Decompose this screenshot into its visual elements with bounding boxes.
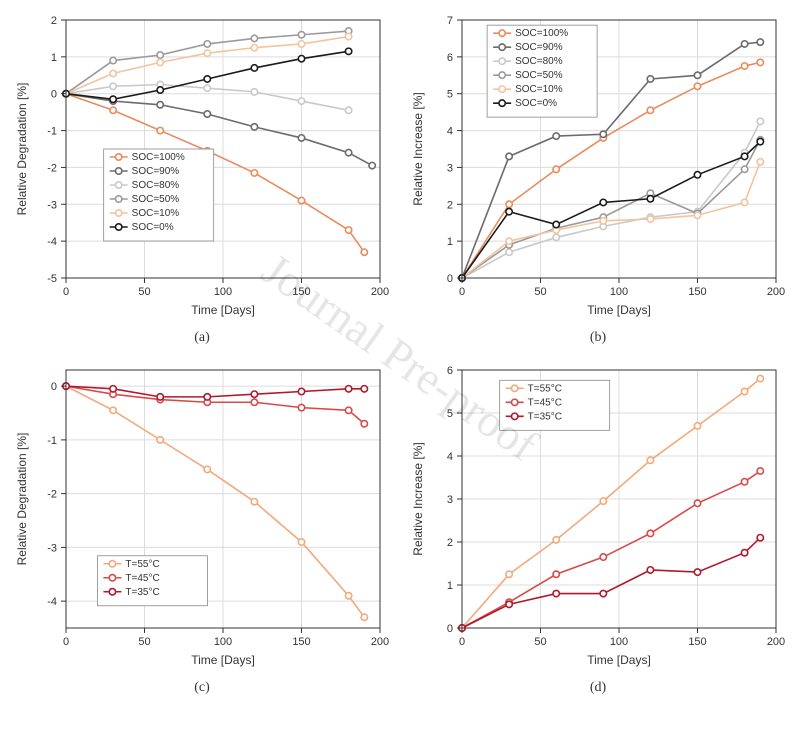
svg-text:3: 3 [447, 494, 453, 506]
svg-text:100: 100 [610, 636, 628, 648]
svg-text:SOC=0%: SOC=0% [132, 222, 174, 233]
svg-text:150: 150 [688, 286, 706, 298]
svg-text:T=35°C: T=35°C [125, 587, 159, 598]
svg-text:SOC=100%: SOC=100% [132, 152, 185, 163]
svg-text:-4: -4 [47, 236, 57, 248]
svg-text:0: 0 [51, 89, 57, 101]
svg-text:100: 100 [610, 286, 628, 298]
svg-text:0: 0 [51, 381, 57, 393]
legend: T=55°C T=45°C T=35°C [97, 556, 207, 606]
svg-text:T=55°C: T=55°C [125, 559, 159, 570]
svg-text:Relative Increase [%]: Relative Increase [%] [411, 442, 425, 555]
svg-text:-3: -3 [47, 542, 57, 554]
svg-text:0: 0 [63, 636, 69, 648]
svg-text:3: 3 [447, 162, 453, 174]
svg-text:SOC=10%: SOC=10% [515, 84, 563, 95]
panel-b: 0 50 100 150 200 0 1 2 3 4 5 6 7 Time [Days] Relative … [406, 10, 790, 320]
svg-text:4: 4 [447, 126, 453, 138]
svg-text:Time [Days]: Time [Days] [587, 653, 651, 667]
svg-text:SOC=80%: SOC=80% [515, 56, 563, 67]
caption-d: (d) [406, 676, 790, 704]
svg-text:50: 50 [138, 286, 150, 298]
caption-c: (c) [10, 676, 394, 704]
svg-text:7: 7 [447, 15, 453, 27]
svg-text:2: 2 [447, 537, 453, 549]
panel-a: 0 50 100 150 200 -5 -4 -3 -2 -1 0 1 2 Time [Days] Rela… [10, 10, 394, 320]
svg-text:100: 100 [214, 286, 232, 298]
svg-text:150: 150 [688, 636, 706, 648]
svg-text:50: 50 [534, 286, 546, 298]
svg-text:Time [Days]: Time [Days] [191, 653, 255, 667]
svg-text:SOC=50%: SOC=50% [515, 70, 563, 81]
svg-text:200: 200 [767, 636, 785, 648]
svg-text:Relative Degradation [%]: Relative Degradation [%] [15, 83, 29, 216]
svg-text:0: 0 [459, 636, 465, 648]
svg-text:-1: -1 [47, 126, 57, 138]
svg-text:5: 5 [447, 89, 453, 101]
svg-text:6: 6 [447, 365, 453, 377]
svg-text:T=45°C: T=45°C [528, 397, 562, 408]
panel-c: 0 50 100 150 200 -4 -3 -2 -1 0 Time [Days] Relative… [10, 360, 394, 670]
svg-text:0: 0 [447, 623, 453, 635]
svg-text:2: 2 [447, 199, 453, 211]
legend: SOC=100% SOC=90% SOC=80% SOC=50% SOC=10% SOC=… [487, 25, 597, 117]
svg-text:200: 200 [371, 286, 389, 298]
svg-text:0: 0 [447, 273, 453, 285]
svg-text:SOC=100%: SOC=100% [515, 28, 568, 39]
svg-text:SOC=90%: SOC=90% [132, 166, 180, 177]
panel-d: 0 50 100 150 200 0 1 2 3 4 5 6 Time [Days] Relative I… [406, 360, 790, 670]
svg-text:SOC=80%: SOC=80% [132, 180, 180, 191]
svg-text:T=45°C: T=45°C [125, 573, 159, 584]
chart-d: 0 50 100 150 200 0 1 2 3 4 5 6 Time [Days] Relative I… [406, 360, 786, 670]
svg-text:150: 150 [292, 286, 310, 298]
caption-b: (b) [406, 326, 790, 354]
svg-text:6: 6 [447, 52, 453, 64]
chart-c: 0 50 100 150 200 -4 -3 -2 -1 0 Time [Days] Relative… [10, 360, 390, 670]
svg-text:1: 1 [51, 52, 57, 64]
svg-text:-2: -2 [47, 162, 57, 174]
chart-b: 0 50 100 150 200 0 1 2 3 4 5 6 7 Time [Days] Relative … [406, 10, 786, 320]
svg-text:2: 2 [51, 15, 57, 27]
svg-text:-4: -4 [47, 596, 57, 608]
svg-text:4: 4 [447, 451, 453, 463]
svg-text:-3: -3 [47, 199, 57, 211]
svg-text:Relative Increase [%]: Relative Increase [%] [411, 92, 425, 205]
svg-text:1: 1 [447, 580, 453, 592]
svg-text:200: 200 [767, 286, 785, 298]
svg-text:-5: -5 [47, 273, 57, 285]
chart-grid: 050100150200-5-4-3-2-1012Time [Days]Rela… [10, 10, 790, 704]
svg-text:-1: -1 [47, 435, 57, 447]
legend: SOC=100% SOC=90% SOC=80% SOC=50% SOC=10% SOC=… [104, 149, 214, 241]
svg-text:Relative Degradation [%]: Relative Degradation [%] [15, 433, 29, 566]
chart-a: 0 50 100 150 200 -5 -4 -3 -2 -1 0 1 2 Time [Days] Rela… [10, 10, 390, 320]
svg-text:Time [Days]: Time [Days] [587, 303, 651, 317]
svg-text:5: 5 [447, 408, 453, 420]
svg-text:SOC=90%: SOC=90% [515, 42, 563, 53]
svg-text:SOC=0%: SOC=0% [515, 98, 557, 109]
svg-text:SOC=10%: SOC=10% [132, 208, 180, 219]
svg-text:100: 100 [214, 636, 232, 648]
svg-text:1: 1 [447, 236, 453, 248]
svg-text:-2: -2 [47, 489, 57, 501]
svg-text:T=35°C: T=35°C [528, 411, 562, 422]
svg-text:0: 0 [63, 286, 69, 298]
svg-text:Time [Days]: Time [Days] [191, 303, 255, 317]
svg-text:T=55°C: T=55°C [528, 383, 562, 394]
svg-text:0: 0 [459, 286, 465, 298]
svg-text:200: 200 [371, 636, 389, 648]
svg-text:50: 50 [534, 636, 546, 648]
svg-text:SOC=50%: SOC=50% [132, 194, 180, 205]
legend: T=55°C T=45°C T=35°C [500, 380, 610, 430]
svg-text:50: 50 [138, 636, 150, 648]
svg-text:150: 150 [292, 636, 310, 648]
caption-a: (a) [10, 326, 394, 354]
